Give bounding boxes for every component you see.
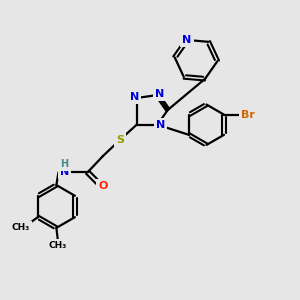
- Text: O: O: [98, 181, 108, 191]
- Text: N: N: [155, 88, 164, 98]
- Text: CH₃: CH₃: [49, 241, 67, 250]
- Text: Br: Br: [242, 110, 255, 120]
- Text: N: N: [130, 92, 139, 101]
- Text: N: N: [182, 35, 192, 45]
- Text: CH₃: CH₃: [12, 223, 30, 232]
- Text: H: H: [60, 159, 68, 169]
- Text: N: N: [156, 120, 165, 130]
- Text: N: N: [60, 167, 69, 177]
- Text: S: S: [116, 135, 124, 145]
